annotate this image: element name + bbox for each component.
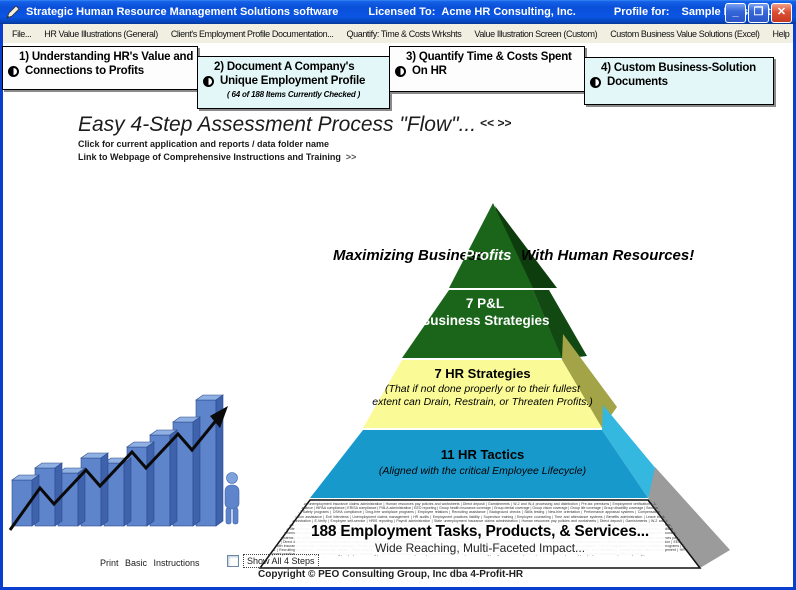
pyramid-level1-face: [402, 290, 562, 358]
profile-for-label: Profile for:: [613, 6, 670, 18]
pen-icon: [5, 4, 20, 20]
menu-client-profile-documentation[interactable]: Client's Employment Profile Documentatio…: [170, 28, 334, 39]
level3-subtitle: (Aligned with the critical Employee Life…: [378, 465, 587, 477]
pyramid-level1-label: 7 P&L Business Strategies: [395, 295, 575, 329]
step2-line2: Unique Employment Profile: [220, 75, 366, 87]
title-bar: Strategic Human Resource Management Solu…: [0, 0, 796, 24]
pyramid-level2-face: [363, 360, 602, 428]
level1-line1: 7 P&L: [465, 296, 505, 311]
copyright-text: Copyright © PEO Consulting Group, Inc db…: [258, 569, 524, 580]
pyramid-level2-label: 7 HR Strategies (That if not done proper…: [360, 366, 605, 409]
clipart-bars: [11, 394, 224, 527]
menu-file[interactable]: File...: [12, 28, 32, 39]
level2-sub2: extent can Drain, Restrain, or Threaten …: [372, 396, 593, 408]
instructions-link-text: Link to Webpage of Comprehensive Instruc…: [78, 152, 341, 162]
menu-value-illustration-screen[interactable]: Value Illustration Screen (Custom): [474, 28, 598, 39]
base-title: 188 Employment Tasks, Products, & Servic…: [311, 523, 649, 540]
minimize-button[interactable]: _: [725, 3, 746, 23]
step1-line2: Connections to Profits: [25, 65, 144, 77]
step2-items-checked-note: ( 64 of 188 Items Currently Checked ): [226, 90, 361, 99]
folder-name-link[interactable]: Click for current application and report…: [78, 139, 330, 149]
step-box-4[interactable]: 4) Custom Business-Solution Documents: [584, 57, 774, 105]
menu-quantify-time-costs[interactable]: Quantify: Time & Costs Wrkshts: [346, 28, 462, 39]
pyramid-top-face: [449, 203, 533, 288]
licensed-to-value: Acme HR Consulting, Inc.: [441, 6, 576, 18]
page-title: Easy 4-Step Assessment Process "Flow"...…: [78, 113, 511, 137]
tagline-left: Maximizing Business: [333, 247, 485, 264]
show-all-steps-checkbox[interactable]: [227, 555, 239, 567]
person-figure: [224, 472, 240, 525]
close-button[interactable]: ✕: [771, 3, 792, 23]
pyramid-level2-side-face: [562, 334, 617, 428]
step1-cycle-icon: [8, 65, 19, 77]
trend-arrow-line: [8, 417, 220, 531]
menu-hr-value-illustrations[interactable]: HR Value Illustrations (General): [44, 28, 158, 39]
level3-title: 11 HR Tactics: [440, 447, 525, 462]
step-box-3[interactable]: 3) Quantify Time & Costs Spent On HR: [389, 46, 585, 92]
step3-cycle-icon: [395, 65, 406, 77]
pyramid-level3-side-face: [602, 405, 662, 498]
step4-cycle-icon: [590, 76, 601, 88]
instructions-webpage-link[interactable]: Link to Webpage of Comprehensive Instruc…: [78, 152, 356, 162]
headline-nav-arrows[interactable]: << >>: [480, 116, 512, 130]
print-basic-instructions-label[interactable]: Print Basic Instructions: [100, 558, 200, 568]
pyramid-level3-label: 11 HR Tactics (Aligned with the critical…: [340, 447, 625, 477]
tagline-right: With Human Resources!: [521, 247, 695, 264]
menu-help[interactable]: Help: [772, 28, 790, 39]
step2-line1: 2) Document A Company's: [214, 61, 355, 73]
show-all-steps-label[interactable]: Show All 4 Steps: [243, 554, 319, 568]
level1-line2: Business Strategies: [420, 313, 550, 328]
growth-chart-clipart: [4, 384, 256, 536]
menu-bar: File... HR Value Illustrations (General)…: [3, 24, 793, 43]
pyramid-base-side-face: [648, 467, 730, 568]
pyramid-graphic: [258, 203, 730, 569]
pyramid-base-label: 188 Employment Tasks, Products, & Servic…: [295, 523, 665, 555]
step3-line2: On HR: [412, 65, 447, 77]
maximize-button[interactable]: ❒: [748, 3, 769, 23]
trend-arrow-head: [210, 406, 228, 428]
step-box-2[interactable]: 2) Document A Company's Unique Employmen…: [197, 56, 390, 109]
base-subtitle: Wide Reaching, Multi-Faceted Impact...: [374, 541, 586, 555]
tagline-profits: Profits: [464, 247, 512, 264]
instructions-link-arrows: >>: [345, 152, 357, 162]
step3-line1: 3) Quantify Time & Costs Spent: [406, 51, 572, 63]
level2-title: 7 HR Strategies: [434, 366, 531, 381]
step1-line1: 1) Understanding HR's Value and: [19, 51, 194, 63]
level2-sub1: (That if not done properly or to their f…: [385, 383, 580, 395]
level2-subtitle: (That if not done properly or to their f…: [360, 383, 605, 409]
licensed-to-label: Licensed To:: [368, 6, 436, 18]
headline-text: Easy 4-Step Assessment Process "Flow"...: [78, 113, 477, 136]
menu-custom-business-value[interactable]: Custom Business Value Solutions (Excel): [610, 28, 760, 39]
step2-cycle-icon: [203, 75, 214, 87]
step4-line1: 4) Custom Business-Solution: [601, 62, 756, 74]
pyramid-level3-face: [310, 430, 648, 498]
step4-line2: Documents: [607, 76, 668, 88]
step-box-1[interactable]: 1) Understanding HR's Value and Connecti…: [2, 46, 198, 90]
window-title: Strategic Human Resource Management Solu…: [26, 6, 339, 18]
pyramid-level1-side-face: [533, 290, 587, 359]
